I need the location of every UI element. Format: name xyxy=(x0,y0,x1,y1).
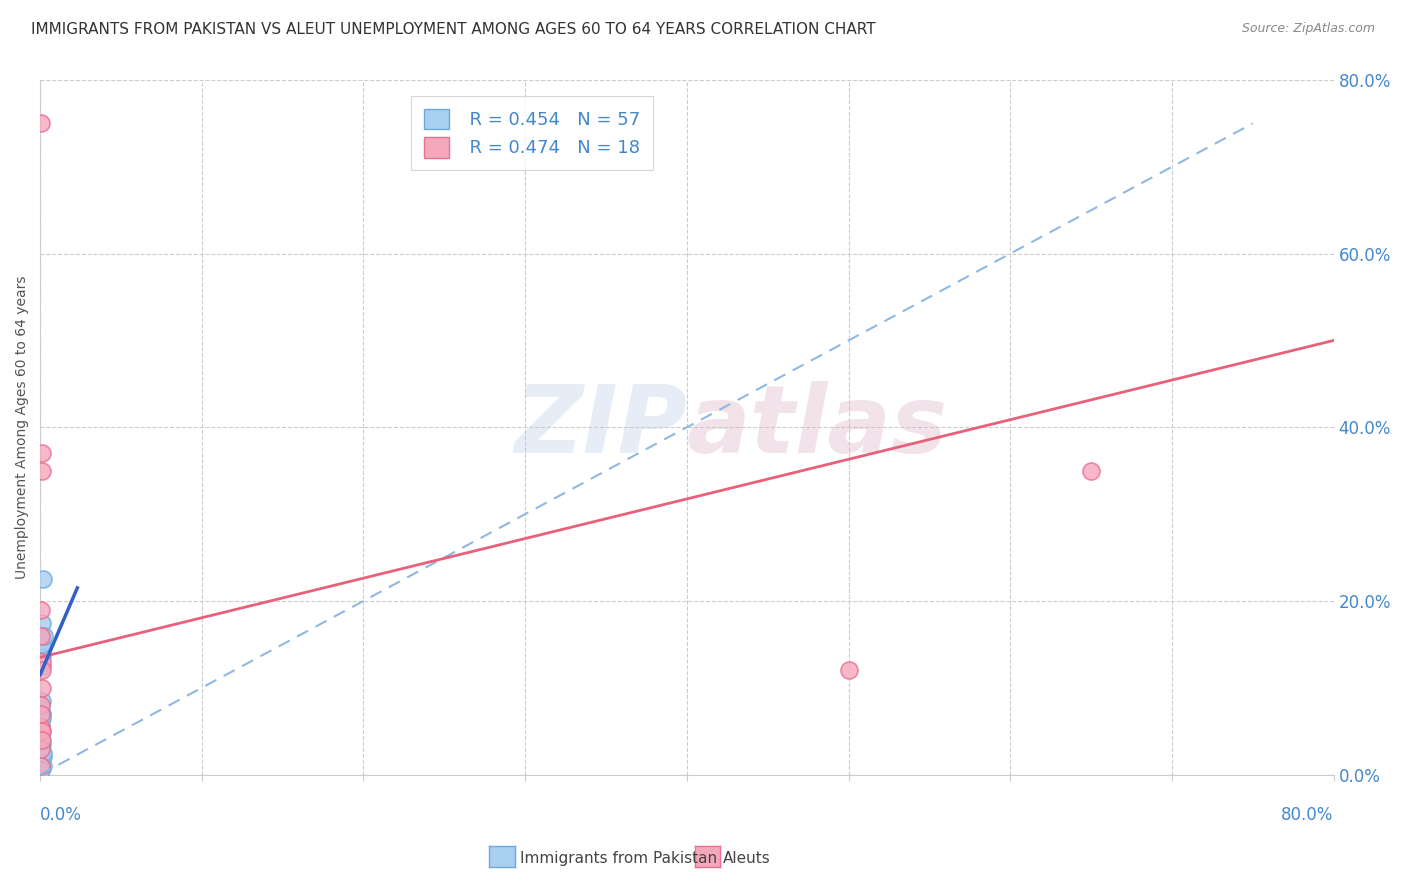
Point xyxy=(31,681,53,695)
Point xyxy=(838,664,860,678)
Point xyxy=(31,664,53,678)
Point xyxy=(30,750,52,764)
Point xyxy=(31,737,53,751)
Text: 0.0%: 0.0% xyxy=(41,805,82,824)
Point xyxy=(31,711,53,725)
Point xyxy=(30,759,52,773)
Point xyxy=(30,741,52,756)
Point xyxy=(31,706,53,721)
Point xyxy=(30,759,52,773)
Y-axis label: Unemployment Among Ages 60 to 64 years: Unemployment Among Ages 60 to 64 years xyxy=(15,276,30,579)
Point xyxy=(30,759,52,773)
Point xyxy=(30,759,52,773)
Point xyxy=(30,759,52,773)
Point xyxy=(30,720,52,734)
Text: Source: ZipAtlas.com: Source: ZipAtlas.com xyxy=(1241,22,1375,36)
Point xyxy=(31,724,53,739)
Point xyxy=(30,741,52,756)
Point xyxy=(30,720,52,734)
Point xyxy=(31,446,53,460)
Point xyxy=(31,650,53,665)
Point xyxy=(1080,464,1102,478)
Point xyxy=(31,655,53,669)
Point xyxy=(30,732,52,747)
Point xyxy=(30,755,52,769)
Point xyxy=(30,759,52,773)
Point xyxy=(30,755,52,769)
Point xyxy=(30,629,52,643)
Point xyxy=(31,732,53,747)
Point xyxy=(30,698,52,712)
Point xyxy=(30,759,52,773)
Text: 80.0%: 80.0% xyxy=(1281,805,1334,824)
Point xyxy=(30,732,52,747)
Point xyxy=(31,706,53,721)
Point xyxy=(31,572,53,586)
Point xyxy=(30,706,52,721)
Point xyxy=(31,464,53,478)
Point xyxy=(30,741,52,756)
Point xyxy=(30,629,52,643)
Point xyxy=(30,755,52,769)
Legend:   R = 0.454   N = 57,   R = 0.474   N = 18: R = 0.454 N = 57, R = 0.474 N = 18 xyxy=(412,96,654,170)
Point xyxy=(30,741,52,756)
Point xyxy=(32,629,55,643)
Text: Aleuts: Aleuts xyxy=(723,851,770,865)
Point xyxy=(32,759,55,773)
Point xyxy=(30,698,52,712)
Point xyxy=(30,741,52,756)
Text: atlas: atlas xyxy=(688,381,948,474)
Point xyxy=(30,602,52,616)
Point xyxy=(31,637,53,651)
Point xyxy=(31,694,53,708)
Point xyxy=(30,759,52,773)
Point xyxy=(30,750,52,764)
Point xyxy=(30,759,52,773)
Point xyxy=(30,759,52,773)
Point xyxy=(30,116,52,130)
Point xyxy=(30,711,52,725)
Point xyxy=(31,659,53,673)
Point xyxy=(30,741,52,756)
Point xyxy=(30,741,52,756)
Text: IMMIGRANTS FROM PAKISTAN VS ALEUT UNEMPLOYMENT AMONG AGES 60 TO 64 YEARS CORRELA: IMMIGRANTS FROM PAKISTAN VS ALEUT UNEMPL… xyxy=(31,22,876,37)
Text: Immigrants from Pakistan: Immigrants from Pakistan xyxy=(520,851,717,865)
Point xyxy=(30,720,52,734)
Point xyxy=(30,759,52,773)
Point xyxy=(30,763,52,777)
Point xyxy=(30,750,52,764)
Point xyxy=(31,750,53,764)
Point xyxy=(30,741,52,756)
Point xyxy=(30,724,52,739)
Point xyxy=(30,732,52,747)
Point xyxy=(30,755,52,769)
Point xyxy=(30,724,52,739)
Point xyxy=(30,750,52,764)
Point xyxy=(31,641,53,656)
Text: ZIP: ZIP xyxy=(515,381,688,474)
Point xyxy=(31,615,53,630)
Point xyxy=(30,759,52,773)
Point xyxy=(30,763,52,777)
Point xyxy=(30,732,52,747)
Point xyxy=(30,741,52,756)
Point xyxy=(32,746,55,760)
Point xyxy=(31,724,53,739)
Point xyxy=(30,759,52,773)
Point xyxy=(30,759,52,773)
